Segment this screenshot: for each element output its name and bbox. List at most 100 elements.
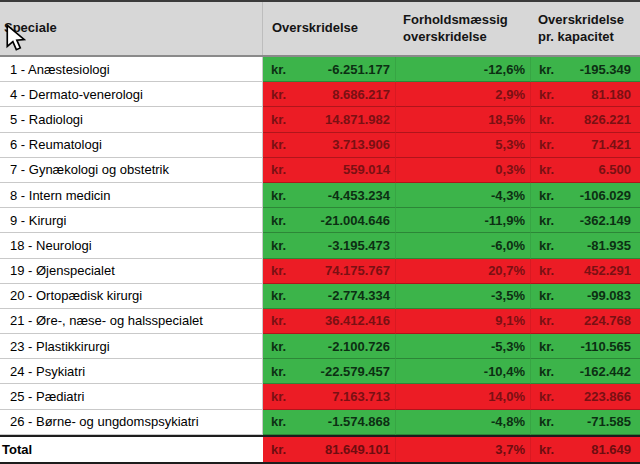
percent-value: 18,5% — [488, 112, 525, 127]
overskridelse-cell[interactable]: kr.-4.453.234 — [263, 183, 395, 208]
forholdsmaessig-cell[interactable]: 3,7% — [395, 437, 530, 462]
overskridelse-cell[interactable]: kr.14.871.982 — [263, 107, 395, 132]
header-pr-kapacitet-line1: Overskridelse — [538, 12, 640, 29]
pr-kapacitet-cell[interactable]: kr.452.291 — [530, 259, 640, 284]
overskridelse-cell[interactable]: kr.36.412.416 — [263, 309, 395, 334]
forholdsmaessig-cell[interactable]: 5,3% — [395, 133, 530, 158]
forholdsmaessig-cell[interactable]: -11,9% — [395, 208, 530, 233]
forholdsmaessig-cell[interactable]: -4,8% — [395, 410, 530, 435]
pr-kapacitet-cell[interactable]: kr.-162.442 — [530, 359, 640, 384]
table-row: 8 - Intern medicinkr.-4.453.234-4,3%kr.-… — [0, 183, 640, 208]
pr-kapacitet-cell[interactable]: kr.81.180 — [530, 82, 640, 107]
specialty-cell[interactable]: 4 - Dermato-venerologi — [0, 82, 263, 107]
pr-kapacitet-cell[interactable]: kr.-99.083 — [530, 284, 640, 309]
pr-kapacitet-cell[interactable]: kr.6.500 — [530, 158, 640, 183]
pr-kapacitet-cell[interactable]: kr.-195.349 — [530, 57, 640, 82]
specialty-cell[interactable]: 7 - Gynækologi og obstetrik — [0, 158, 263, 183]
specialty-cell[interactable]: 26 - Børne- og ungdomspsykiatri — [0, 410, 263, 435]
forholdsmaessig-cell[interactable]: 0,3% — [395, 158, 530, 183]
specialty-label: Total — [2, 442, 32, 457]
forholdsmaessig-cell[interactable]: 2,9% — [395, 82, 530, 107]
forholdsmaessig-cell[interactable]: -5,3% — [395, 334, 530, 359]
overskridelse-cell[interactable]: kr.74.175.767 — [263, 259, 395, 284]
table-row: 21 - Øre-, næse- og halsspecialetkr.36.4… — [0, 309, 640, 334]
specialty-cell[interactable]: 6 - Reumatologi — [0, 133, 263, 158]
forholdsmaessig-cell[interactable]: -10,4% — [395, 359, 530, 384]
forholdsmaessig-cell[interactable]: 14,0% — [395, 384, 530, 409]
specialty-cell[interactable]: 21 - Øre-, næse- og halsspecialet — [0, 309, 263, 334]
table-row: 6 - Reumatologi kr. 3.713.906 5,3%kr.71.421 — [0, 133, 640, 158]
currency-label: kr. — [271, 137, 286, 152]
pr-kapacitet-cell[interactable]: kr.223.866 — [530, 384, 640, 409]
header-speciale[interactable]: Speciale — [0, 2, 263, 55]
pr-kapacitet-cell[interactable]: kr.-110.565 — [530, 334, 640, 359]
pr-kapacitet-cell[interactable]: kr.-362.149 — [530, 208, 640, 233]
header-overskridelse-pr-kapacitet[interactable]: Overskridelse pr. kapacitet — [530, 2, 640, 55]
overskridelse-cell[interactable]: kr.-3.195.473 — [263, 233, 395, 258]
specialty-cell[interactable]: 25 - Pædiatri — [0, 384, 263, 409]
pr-kapacitet-value: 6.500 — [598, 162, 631, 177]
overskridelse-cell[interactable]: kr. 3.713.906 — [263, 133, 395, 158]
specialty-cell[interactable]: 5 - Radiologi — [0, 107, 263, 132]
currency-label: kr. — [271, 213, 286, 228]
pr-kapacitet-cell[interactable]: kr.81.649 — [530, 437, 640, 462]
table-row: 26 - Børne- og ungdomspsykiatri kr.-1.574… — [0, 410, 640, 435]
header-overskridelse[interactable]: Overskridelse — [263, 2, 395, 55]
overskridelse-value: 81.649.101 — [325, 442, 390, 457]
percent-value: 3,7% — [495, 442, 525, 457]
forholdsmaessig-cell[interactable]: 9,1% — [395, 309, 530, 334]
forholdsmaessig-cell[interactable]: -3,5% — [395, 284, 530, 309]
overskridelse-cell[interactable]: kr.559.014 — [263, 158, 395, 183]
overskridelse-cell[interactable]: kr.-2.774.334 — [263, 284, 395, 309]
specialty-cell[interactable]: Total — [0, 437, 263, 462]
specialty-cell[interactable]: 20 - Ortopædisk kirurgi — [0, 284, 263, 309]
forholdsmaessig-cell[interactable]: -4,3% — [395, 183, 530, 208]
specialty-cell[interactable]: 19 - Øjenspecialet — [0, 259, 263, 284]
overskridelse-cell[interactable]: kr.-22.579.457 — [263, 359, 395, 384]
specialty-cell[interactable]: 1 - Anæstesiologi — [0, 57, 263, 82]
currency-label: kr. — [539, 263, 554, 278]
pr-kapacitet-value: -99.083 — [587, 288, 631, 303]
specialty-cell[interactable]: 24 - Psykiatri — [0, 359, 263, 384]
overskridelse-cell[interactable]: kr.81.649.101 — [263, 437, 395, 462]
overskridelse-cell[interactable]: kr.8.686.217 — [263, 82, 395, 107]
pr-kapacitet-cell[interactable]: kr.-106.029 — [530, 183, 640, 208]
header-forholdsmaessig-overskridelse[interactable]: Forholdsmæssig overskridelse — [395, 2, 530, 55]
overskridelse-value: 36.412.416 — [325, 313, 390, 328]
currency-label: kr. — [539, 87, 554, 102]
pr-kapacitet-value: -71.585 — [587, 414, 631, 429]
overskridelse-cell[interactable]: kr.-6.251.177 — [263, 57, 395, 82]
total-row: Total kr.81.649.101 3,7% kr.81.649 — [0, 435, 640, 464]
specialty-label: 7 - Gynækologi og obstetrik — [10, 162, 169, 177]
specialty-cell[interactable]: 23 - Plastikkirurgi — [0, 334, 263, 359]
currency-label: kr. — [539, 313, 554, 328]
overskridelse-cell[interactable]: kr.-1.574.868 — [263, 410, 395, 435]
overskridelse-cell[interactable]: kr.-21.004.646 — [263, 208, 395, 233]
pr-kapacitet-cell[interactable]: kr.71.421 — [530, 133, 640, 158]
overskridelse-value: -2.774.334 — [328, 288, 390, 303]
specialty-cell[interactable]: 8 - Intern medicin — [0, 183, 263, 208]
currency-label: kr. — [271, 162, 286, 177]
pr-kapacitet-cell[interactable]: kr.-81.935 — [530, 233, 640, 258]
overskridelse-cell[interactable]: kr.7.163.713 — [263, 384, 395, 409]
overskridelse-value: 7.163.713 — [332, 389, 390, 404]
pr-kapacitet-cell[interactable]: kr.-71.585 — [530, 410, 640, 435]
pr-kapacitet-cell[interactable]: kr.826.221 — [530, 107, 640, 132]
table-row: 18 - Neurologi kr.-3.195.473-6,0%kr.-81.9… — [0, 233, 640, 258]
overskridelse-cell[interactable]: kr.-2.100.726 — [263, 334, 395, 359]
overskridelse-value: 3.713.906 — [332, 137, 390, 152]
table-row: 4 - Dermato-venerologikr.8.686.2172,9%kr… — [0, 82, 640, 107]
specialty-label: 26 - Børne- og ungdomspsykiatri — [10, 414, 199, 429]
forholdsmaessig-cell[interactable]: 20,7% — [395, 259, 530, 284]
pr-kapacitet-cell[interactable]: kr.224.768 — [530, 309, 640, 334]
specialty-label: 18 - Neurologi — [10, 238, 92, 253]
forholdsmaessig-cell[interactable]: 18,5% — [395, 107, 530, 132]
table-row: 24 - Psykiatrikr.-22.579.457-10,4%kr.-16… — [0, 359, 640, 384]
currency-label: kr. — [271, 414, 286, 429]
table-row: 25 - Pædiatrikr.7.163.71314,0%kr.223.866 — [0, 384, 640, 409]
forholdsmaessig-cell[interactable]: -12,6% — [395, 57, 530, 82]
specialty-cell[interactable]: 9 - Kirurgi — [0, 208, 263, 233]
forholdsmaessig-cell[interactable]: -6,0% — [395, 233, 530, 258]
specialty-cell[interactable]: 18 - Neurologi — [0, 233, 263, 258]
specialty-label: 5 - Radiologi — [10, 112, 83, 127]
